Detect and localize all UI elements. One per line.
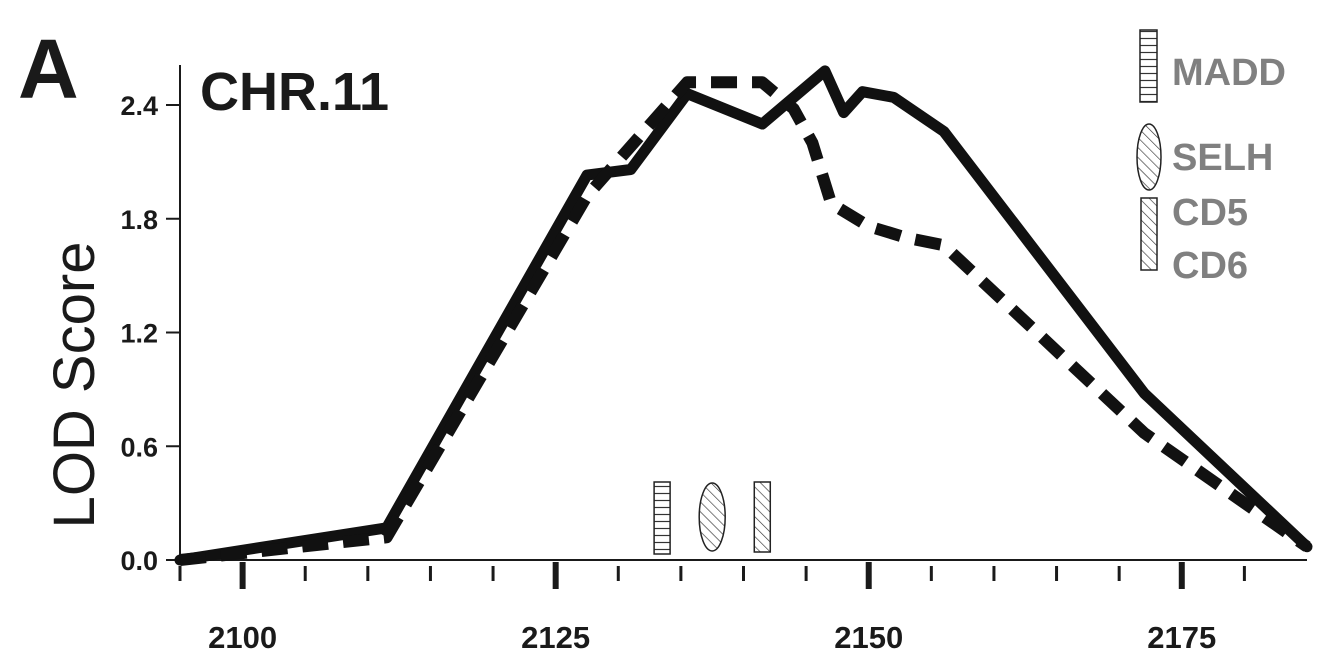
y-tick-label: 0.6 [120,432,158,462]
y-tick-label: 0.0 [120,546,158,576]
legend-label-madd: MADD [1172,52,1286,94]
gene-marker-selh [698,482,726,552]
series-line-dashed [179,76,1311,566]
series-lines [174,65,1313,566]
legend-label-cd5: CD5 [1172,192,1248,234]
gene-markers [653,481,772,555]
legend-swatch-cd5 [1140,197,1158,271]
axes [179,65,1307,561]
y-tick-label: 1.2 [120,319,158,349]
y-axis-label: LOD Score [42,242,107,529]
legend-swatch-madd [1139,29,1158,103]
legend: MADD SELH CD5 CD6 [1136,29,1286,287]
x-tick-label: 2175 [1147,620,1216,652]
chart-title: CHR.11 [200,62,389,122]
y-tick-label: 2.4 [120,91,158,121]
y-ticks: 0.0 0.6 1.2 1.8 2.4 [120,91,180,576]
legend-label-selh: SELH [1172,137,1273,179]
panel-letter: A [18,22,79,116]
legend-swatch-selh [1136,123,1162,191]
x-ticks: 2100 2125 2150 2175 [178,562,1246,652]
x-tick-label: 2150 [834,620,903,652]
y-tick-label: 1.8 [120,205,158,235]
legend-label-cd6: CD6 [1172,245,1248,287]
gene-marker-cd5 [753,481,772,553]
x-tick-label: 2125 [521,620,590,652]
series-line-solid [174,65,1313,566]
x-tick-label: 2100 [208,620,277,652]
gene-marker-madd [653,481,671,555]
